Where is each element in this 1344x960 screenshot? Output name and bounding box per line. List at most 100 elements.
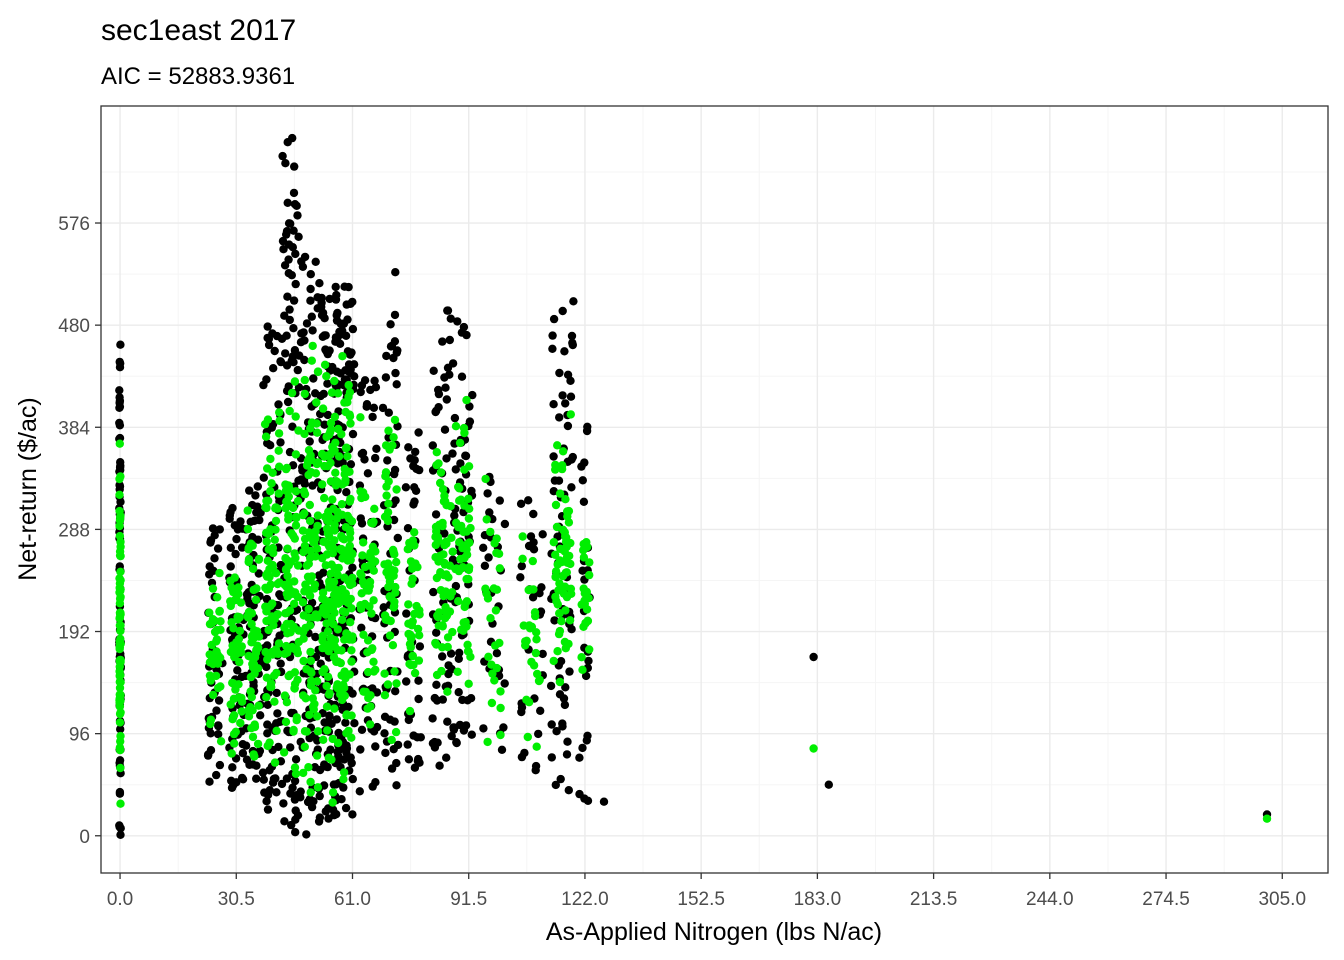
observed-point [582, 426, 592, 436]
predicted-point [313, 712, 322, 721]
observed-point [414, 676, 423, 685]
observed-point [550, 616, 559, 625]
observed-point [366, 385, 375, 395]
observed-point [290, 795, 300, 804]
predicted-point [528, 556, 537, 566]
predicted-point [382, 513, 391, 522]
predicted-point [558, 571, 568, 581]
observed-point [307, 598, 317, 607]
predicted-point [551, 500, 561, 510]
observed-point [283, 292, 292, 301]
observed-point [115, 386, 124, 395]
observed-point [337, 330, 346, 339]
predicted-point [300, 389, 309, 399]
observed-point [278, 151, 287, 161]
observed-point [116, 830, 125, 839]
predicted-point [359, 538, 368, 547]
observed-point [547, 720, 556, 729]
y-tick-label: 96 [69, 725, 90, 746]
predicted-point [340, 683, 349, 693]
observed-point [302, 319, 312, 328]
predicted-point [309, 702, 318, 711]
y-axis: 0 96 192 288 384 480 576 [58, 214, 101, 848]
predicted-point [249, 722, 259, 731]
predicted-point [335, 586, 344, 595]
observed-point [348, 429, 358, 439]
observed-point [307, 802, 317, 812]
predicted-point [244, 712, 254, 721]
predicted-point [319, 537, 328, 546]
predicted-point [555, 609, 564, 618]
predicted-point [291, 521, 301, 530]
observed-point [555, 368, 564, 378]
predicted-point [448, 627, 457, 637]
predicted-point [312, 459, 322, 469]
predicted-point [262, 537, 271, 546]
observed-point [323, 762, 332, 772]
observed-point [252, 774, 261, 783]
predicted-point [486, 614, 495, 623]
predicted-point [365, 720, 375, 729]
observed-point [323, 379, 332, 388]
predicted-point [335, 597, 344, 606]
predicted-point [281, 609, 290, 618]
predicted-point [337, 695, 347, 705]
predicted-point [283, 571, 292, 581]
observed-point [450, 413, 460, 423]
observed-point [448, 359, 458, 368]
observed-point [548, 344, 557, 353]
predicted-point [293, 592, 302, 602]
observed-point [291, 815, 300, 824]
observed-point [294, 383, 304, 392]
predicted-point [364, 693, 373, 703]
predicted-point [299, 768, 308, 778]
predicted-point [291, 769, 301, 778]
observed-point [272, 688, 281, 698]
predicted-point [307, 418, 317, 427]
observed-point [348, 324, 358, 334]
predicted-point [406, 557, 416, 566]
predicted-point [300, 509, 309, 518]
predicted-point [263, 415, 273, 424]
predicted-point [115, 490, 124, 499]
observed-point [285, 305, 294, 314]
predicted-point [464, 514, 474, 523]
predicted-point [299, 656, 308, 666]
predicted-point [457, 625, 466, 634]
predicted-point [365, 577, 375, 587]
observed-point [232, 534, 241, 544]
predicted-point [347, 646, 356, 655]
predicted-point [325, 579, 334, 588]
predicted-point [451, 422, 461, 431]
observed-point [414, 754, 423, 764]
predicted-point [357, 589, 366, 598]
observed-point [208, 524, 218, 533]
observed-point [259, 380, 268, 390]
predicted-point [333, 645, 342, 655]
predicted-point [549, 538, 558, 547]
predicted-point [249, 750, 258, 759]
predicted-point [116, 763, 125, 773]
predicted-point [337, 531, 346, 541]
predicted-point [333, 738, 343, 748]
predicted-point [290, 623, 299, 633]
predicted-point [339, 775, 348, 784]
observed-point [432, 680, 441, 689]
predicted-point [456, 495, 466, 504]
observed-point [215, 525, 224, 534]
observed-point [302, 830, 311, 839]
predicted-point [519, 621, 528, 630]
observed-point [310, 763, 320, 772]
predicted-point [436, 586, 446, 595]
predicted-point [212, 647, 221, 656]
observed-point [279, 245, 288, 254]
predicted-point [584, 593, 593, 603]
observed-point [411, 447, 420, 457]
predicted-point [579, 553, 589, 562]
predicted-point [290, 684, 299, 693]
observed-point [579, 497, 589, 506]
observed-point [371, 742, 380, 751]
predicted-point [305, 621, 315, 630]
predicted-point [227, 597, 237, 607]
predicted-point [455, 438, 465, 448]
